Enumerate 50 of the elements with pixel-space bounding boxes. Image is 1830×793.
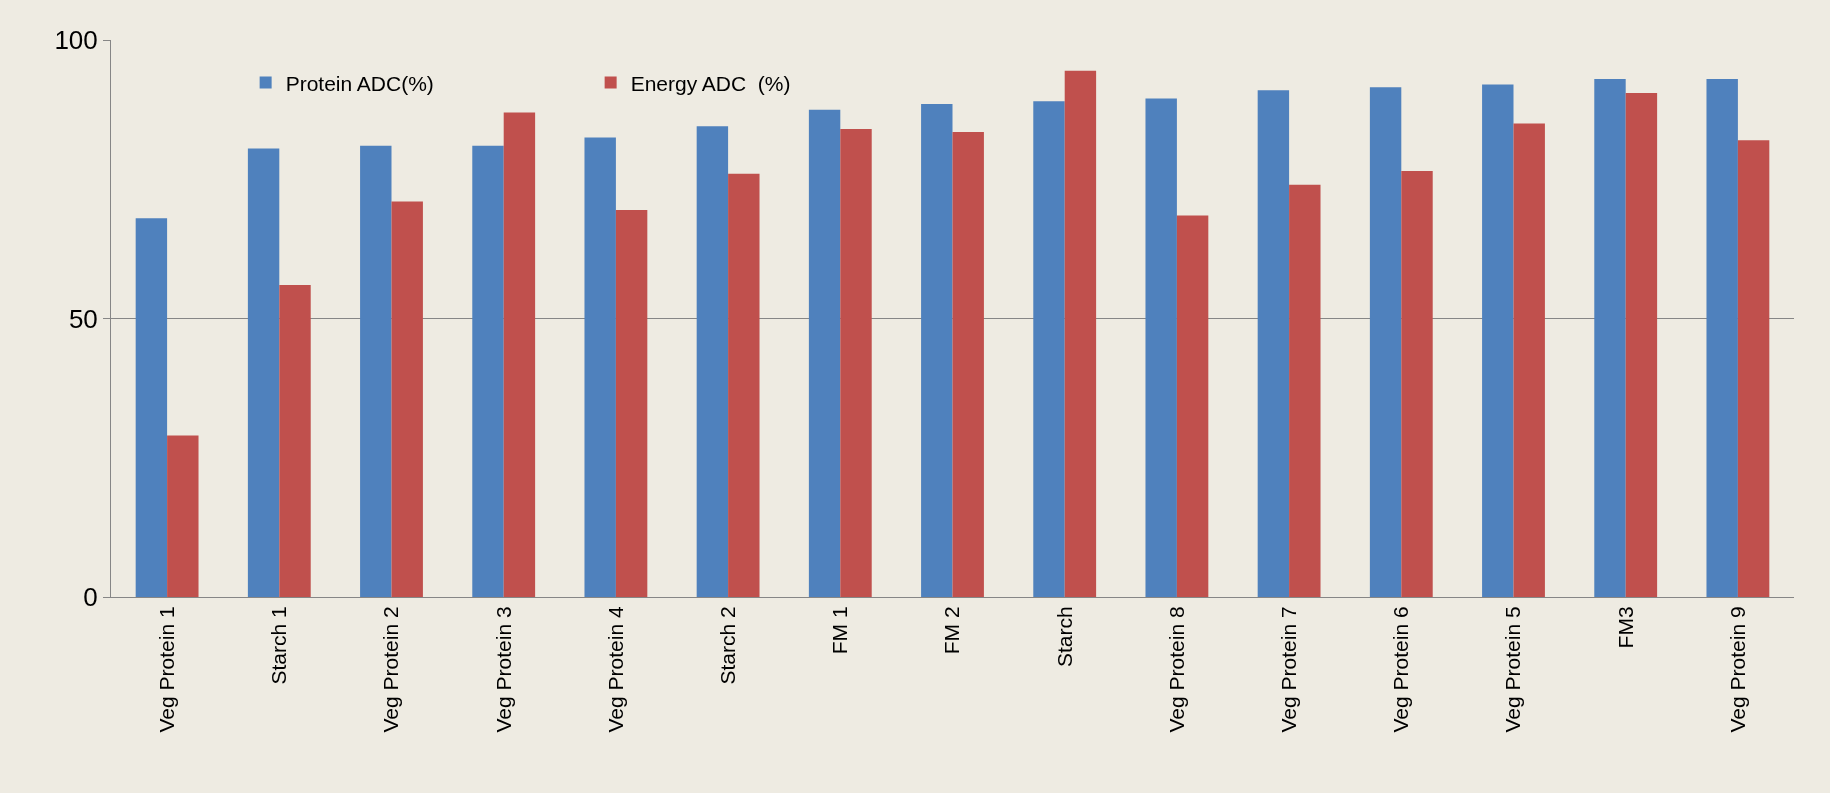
- x-tick-label: Veg Protein 1: [154, 606, 178, 733]
- bar: [1513, 123, 1545, 597]
- bar: [615, 209, 648, 597]
- bar: [135, 218, 168, 597]
- bar: [1401, 170, 1433, 597]
- x-tick-label: Veg Protein 7: [1276, 606, 1300, 733]
- bar: [247, 148, 280, 597]
- bar: [921, 104, 953, 597]
- bar: [696, 126, 729, 597]
- bar: [472, 145, 504, 597]
- bar: [1706, 78, 1738, 597]
- bar: [1594, 78, 1626, 597]
- x-tick-label: Starch 1: [267, 606, 291, 685]
- y-tick-label: 50: [68, 303, 98, 334]
- x-tick-label: Starch 2: [715, 606, 739, 685]
- x-tick-label: Veg Protein 3: [491, 606, 515, 733]
- y-tick-label: 100: [54, 25, 98, 56]
- bar: [167, 435, 199, 597]
- x-tick-label: Veg Protein 9: [1725, 606, 1749, 733]
- x-tick-label: Veg Protein 5: [1501, 606, 1525, 733]
- x-tick-label: Veg Protein 6: [1389, 606, 1413, 733]
- bar: [1369, 87, 1402, 597]
- x-tick-label: Starch: [1052, 606, 1076, 668]
- bar: [1176, 215, 1209, 597]
- bar: [1257, 90, 1290, 597]
- bar: [1145, 98, 1177, 597]
- bar: [279, 285, 311, 597]
- x-tick-label: Veg Protein 2: [379, 606, 403, 733]
- x-tick-label: FM 1: [828, 606, 852, 655]
- bar: [1737, 140, 1770, 597]
- bar: [360, 145, 392, 597]
- legend-label: Protein ADC(%): [285, 71, 434, 95]
- x-tick-label: Veg Protein 8: [1164, 606, 1188, 733]
- bar: [808, 109, 841, 597]
- x-tick-label: FM3: [1613, 606, 1637, 649]
- bar: [1033, 101, 1065, 597]
- x-tick-label: Veg Protein 4: [603, 606, 627, 733]
- bar: [1289, 184, 1321, 597]
- y-tick-label: 0: [83, 582, 98, 613]
- bar: [728, 173, 760, 597]
- bar: [503, 112, 536, 597]
- bar: [952, 131, 984, 597]
- bar: [1482, 84, 1514, 597]
- bar: [840, 129, 872, 597]
- bar: [1625, 92, 1658, 597]
- x-tick-label: FM 2: [940, 606, 964, 655]
- legend-label: Energy ADC (%): [630, 71, 791, 95]
- bar: [391, 201, 423, 597]
- bar: [1064, 70, 1097, 597]
- bar: [584, 137, 616, 597]
